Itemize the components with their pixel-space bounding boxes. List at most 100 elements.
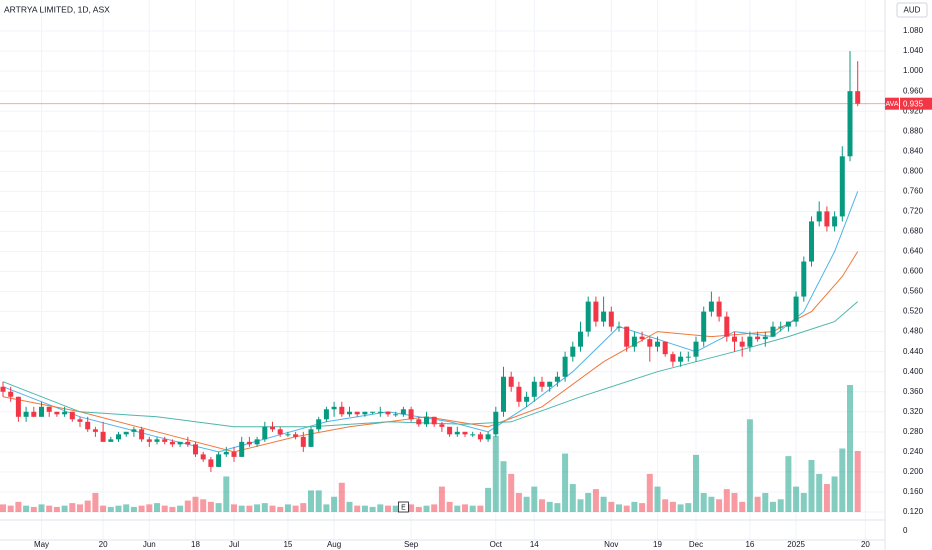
y-tick-label: 0.360	[903, 387, 924, 396]
y-tick-label: 0.960	[903, 86, 924, 95]
candle-body	[554, 376, 560, 382]
candle-body	[377, 411, 383, 413]
candle-body	[516, 386, 522, 402]
y-tick-label: 0.640	[903, 247, 924, 256]
volume-bar	[523, 496, 530, 512]
volume-bar	[754, 496, 761, 512]
candle-body	[169, 441, 175, 445]
volume-bar	[346, 501, 353, 512]
candle-body	[185, 441, 191, 445]
volume-bar	[808, 459, 815, 512]
candle-body	[123, 431, 129, 435]
currency-box[interactable]	[896, 2, 928, 18]
volume-bar	[770, 501, 776, 512]
y-tick-label: 0.520	[903, 307, 924, 316]
candle-body	[54, 411, 60, 415]
candle-body	[15, 396, 21, 417]
y-tick-label: 0.880	[903, 126, 924, 135]
last-price-label: 0.935	[903, 99, 924, 108]
volume-bar	[377, 504, 384, 512]
volume-bar	[669, 501, 676, 512]
candle-body	[785, 321, 791, 327]
candle-body	[462, 431, 468, 435]
symbol-badge	[885, 97, 899, 110]
y-tick-label: 0.480	[903, 327, 924, 336]
candle-body	[724, 316, 730, 337]
candle-layer	[0, 51, 861, 472]
candle-body	[678, 356, 684, 362]
volume-bar	[331, 496, 338, 512]
candle-body	[146, 439, 152, 442]
candle-body	[331, 406, 337, 410]
volume-bar	[800, 492, 807, 512]
volume-bar	[231, 504, 237, 512]
volume-bar	[254, 504, 261, 512]
candle-body	[131, 429, 137, 432]
candle-body	[393, 414, 399, 416]
candle-body	[770, 326, 776, 337]
volume-bar	[623, 505, 630, 512]
indicator-tick-label: 0	[903, 526, 908, 535]
volume-bar	[592, 489, 599, 512]
volume-bar	[700, 492, 707, 512]
candle-body	[454, 431, 460, 435]
candle-body	[824, 211, 830, 227]
volume-bar	[184, 500, 191, 512]
volume-bar	[38, 504, 45, 512]
moving-average	[2, 301, 859, 428]
volume-bar	[746, 419, 753, 512]
y-tick-label: 0.600	[903, 267, 924, 276]
candle-body	[300, 436, 306, 447]
candle-body	[339, 406, 345, 415]
volume-bar	[192, 496, 199, 512]
volume-bar	[546, 501, 553, 512]
candle-body	[62, 411, 68, 415]
candle-body	[716, 301, 722, 317]
volume-bar	[392, 505, 399, 512]
volume-bar	[816, 473, 823, 512]
currency[interactable]: AUD	[904, 6, 921, 15]
candle-body	[631, 336, 637, 347]
candle-body	[624, 326, 630, 347]
candle-body	[100, 431, 106, 442]
x-tick-label: Dec	[689, 540, 703, 549]
y-tick-label: 0.560	[903, 287, 924, 296]
volume-bar	[723, 489, 730, 512]
candle-body	[608, 311, 614, 327]
volume-bar	[454, 505, 461, 512]
volume-bar	[23, 505, 30, 512]
candle-body	[809, 221, 814, 262]
candle-body	[316, 419, 322, 430]
volume-bar	[207, 501, 214, 512]
volume-bar	[839, 448, 846, 512]
volume-bar	[616, 504, 622, 512]
volume-bar	[500, 461, 507, 512]
x-tick-label: Sep	[404, 540, 419, 549]
x-tick-label: 18	[191, 540, 200, 549]
x-tick-label: 14	[530, 540, 539, 549]
candle-body	[801, 261, 807, 297]
volume-bar	[569, 484, 576, 512]
candle-body	[685, 356, 691, 358]
candle-body	[370, 411, 376, 413]
candle-body	[270, 426, 275, 430]
volume-bar	[69, 503, 76, 512]
candle-body	[547, 381, 553, 387]
candle-body	[177, 441, 183, 445]
volume-bar	[731, 492, 738, 512]
candle-body	[647, 339, 653, 347]
event-label: E	[401, 504, 406, 511]
candle-body	[778, 326, 784, 328]
y-tick-label: 0.440	[903, 347, 924, 356]
volume-bar	[685, 503, 692, 512]
y-tick-label: 0.920	[903, 106, 924, 115]
volume-bar	[385, 505, 391, 512]
x-tick-label: 15	[283, 540, 292, 549]
volume-bar	[631, 501, 638, 512]
volume-bar	[315, 490, 322, 512]
candle-body	[231, 451, 237, 457]
candle-body	[0, 386, 6, 392]
volume-bar	[238, 505, 245, 512]
candle-body	[585, 301, 591, 332]
chart-title: ARTRYA LIMITED, 1D, ASX	[4, 4, 110, 14]
